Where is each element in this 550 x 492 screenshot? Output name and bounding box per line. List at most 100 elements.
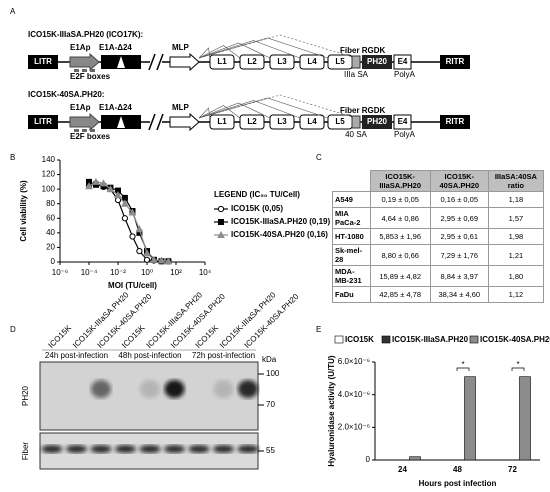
- point: [217, 230, 225, 238]
- band: [188, 445, 210, 453]
- marker-label: 100: [266, 369, 280, 378]
- point: [92, 177, 100, 185]
- e4-box: [393, 54, 412, 70]
- table-row: MDA-MB-231 15,89 ± 4,82 8,84 ± 3,97 1,80: [332, 265, 545, 287]
- e1ap-label: E1Ap: [70, 43, 91, 52]
- bar: [519, 376, 531, 461]
- point: [218, 219, 224, 225]
- y-tick-label: 4.0×10⁻⁶: [338, 390, 370, 399]
- band: [213, 380, 234, 398]
- late-label: L2: [247, 117, 257, 126]
- litr-box: [28, 55, 58, 69]
- transgene-box: [362, 55, 392, 69]
- late-region: [239, 114, 265, 130]
- x-tick-label: 10²: [170, 268, 182, 277]
- legend-label: ICO15K: [345, 335, 374, 344]
- header-cell: ICO15K-40SA.PH20: [429, 170, 489, 192]
- point: [164, 257, 173, 265]
- x-tick-label: 10⁰: [141, 268, 153, 277]
- e2f-label: E2F boxes: [70, 132, 111, 141]
- legend-label: ICO15K-IIIaSA.PH20 (0,19): [231, 217, 330, 226]
- timepoint-label: 72h post-infection: [192, 351, 255, 360]
- row-label: MIA PaCa-2: [332, 207, 371, 229]
- y-axis-title: Cell viability (%): [19, 180, 28, 242]
- table-cell: 8,84 ± 3,97: [429, 265, 489, 287]
- fiber-box: [351, 115, 361, 129]
- legend-swatch: [469, 335, 479, 344]
- x-tick-label: 10⁻²: [110, 268, 126, 277]
- point: [136, 247, 143, 255]
- point: [114, 196, 122, 204]
- y-tick-label: 120: [42, 170, 56, 179]
- x-axis-title: Hours post infection: [419, 479, 497, 488]
- point: [157, 256, 166, 264]
- row-label: Sk-mel-28: [332, 244, 371, 266]
- bar: [409, 456, 421, 461]
- e2f-label: E2F boxes: [70, 72, 111, 81]
- late-region: [209, 114, 235, 130]
- ritr-label: RITR: [446, 117, 465, 126]
- y-tick-label: 60: [46, 213, 55, 222]
- band: [237, 445, 259, 453]
- table-cell: 1,57: [487, 207, 545, 229]
- late-label: L5: [335, 117, 345, 126]
- y-tick-label: 6.0×10⁻⁶: [338, 357, 370, 366]
- panel-name: Fiber: [21, 442, 30, 461]
- panel-name: PH20: [21, 385, 30, 406]
- table-row: A549 0,19 ± 0,05 0,16 ± 0,05 1,18: [332, 191, 545, 208]
- table-cell: 15,89 ± 4,82: [369, 265, 431, 287]
- point: [106, 185, 115, 193]
- x-tick-label: 10⁴: [199, 268, 212, 277]
- legend-swatch: [381, 335, 391, 344]
- marker-label: 70: [266, 400, 275, 409]
- late-label: L1: [217, 57, 227, 66]
- band: [213, 445, 234, 453]
- point: [85, 182, 93, 190]
- splice-fiber: [198, 34, 357, 59]
- table-cell: 1,21: [487, 244, 545, 266]
- table-cell: 38,34 ± 4,60: [429, 286, 489, 303]
- break: [148, 113, 156, 131]
- polya-label: PolyA: [394, 70, 416, 79]
- x-tick-label: 24: [398, 465, 407, 474]
- late-label: L4: [307, 57, 317, 66]
- splice: [198, 102, 271, 119]
- splice: [198, 100, 301, 119]
- legend-title: LEGEND (IC₅₀ TU/Cell): [214, 190, 300, 199]
- point: [150, 255, 158, 263]
- splice: [198, 45, 241, 59]
- break: [148, 53, 156, 71]
- header-cell: ICO15K-IIIaSA.PH20: [369, 170, 431, 192]
- header-cell: IIIaSA:40SA ratio: [487, 170, 545, 192]
- ritr-box: [440, 115, 470, 129]
- late-region: [239, 54, 265, 70]
- x-tick-label: 48: [453, 465, 462, 474]
- x-axis-title: MOI (TU/cell): [108, 281, 157, 290]
- y-tick-label: 0: [51, 257, 56, 266]
- point: [121, 199, 129, 207]
- late-label: L3: [277, 117, 287, 126]
- point: [143, 256, 151, 263]
- transgene-label: PH20: [367, 117, 388, 126]
- panel-label: B: [10, 153, 15, 162]
- transgene-label: PH20: [367, 57, 388, 66]
- table-cell: 2,95 ± 0,61: [429, 228, 489, 245]
- table-cell: 1,12: [487, 286, 545, 303]
- row-label: A549: [332, 191, 371, 208]
- y-tick-label: 40: [46, 228, 55, 237]
- late-label: L4: [307, 117, 317, 126]
- lane-label: ICO15K: [47, 323, 74, 350]
- marker-label: 55: [266, 446, 275, 455]
- ic50-table: ICO15K-IIIaSA.PH20 ICO15K-40SA.PH20 IIIaSA…: [332, 170, 545, 303]
- point: [121, 215, 129, 222]
- table-row: HT-1080 5,853 ± 1,96 2,95 ± 0,61 1,98: [332, 228, 545, 245]
- late-label: L2: [247, 57, 257, 66]
- e2f-box: [82, 129, 87, 132]
- table-cell: 4,64 ± 0,86: [369, 207, 431, 229]
- e1a-label: E1A-Δ24: [99, 43, 132, 52]
- break: [156, 113, 164, 131]
- fiber-label: Fiber RGDK: [340, 46, 386, 55]
- transgene-box: [362, 115, 392, 129]
- ritr-label: RITR: [446, 57, 465, 66]
- e1a-promoter: [69, 52, 100, 72]
